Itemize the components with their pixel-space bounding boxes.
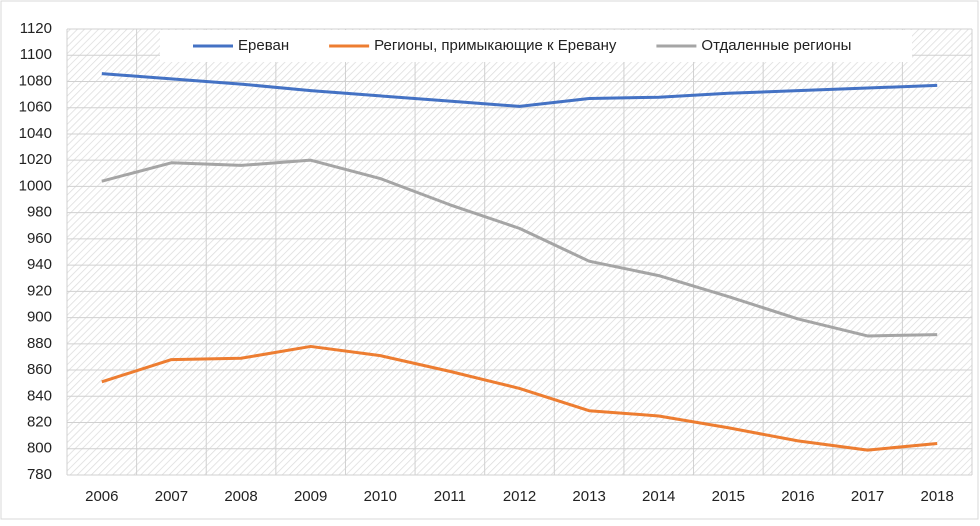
legend-label: Отдаленные регионы bbox=[701, 37, 851, 54]
y-tick-label: 1000 bbox=[19, 177, 52, 194]
x-tick-label: 2017 bbox=[851, 488, 884, 505]
y-tick-label: 960 bbox=[27, 230, 52, 247]
x-tick-label: 2007 bbox=[155, 488, 188, 505]
x-tick-label: 2014 bbox=[642, 488, 675, 505]
legend-label: Ереван bbox=[238, 37, 289, 54]
y-tick-label: 1040 bbox=[19, 125, 52, 142]
y-tick-label: 860 bbox=[27, 361, 52, 378]
y-tick-label: 1080 bbox=[19, 72, 52, 89]
y-tick-label: 1120 bbox=[20, 20, 52, 37]
x-tick-label: 2006 bbox=[85, 488, 118, 505]
x-tick-label: 2012 bbox=[503, 488, 536, 505]
x-tick-label: 2011 bbox=[434, 488, 466, 505]
y-tick-label: 820 bbox=[27, 413, 52, 430]
y-tick-label: 880 bbox=[27, 335, 52, 352]
y-tick-label: 840 bbox=[27, 387, 52, 404]
x-tick-label: 2015 bbox=[712, 488, 745, 505]
x-tick-label: 2010 bbox=[364, 488, 397, 505]
x-tick-label: 2018 bbox=[921, 488, 954, 505]
y-tick-label: 1100 bbox=[20, 46, 52, 63]
legend-label: Регионы, примыкающие к Еревану bbox=[374, 37, 617, 54]
y-tick-label: 1060 bbox=[19, 99, 52, 116]
series-line bbox=[101, 158, 938, 338]
series-line bbox=[101, 72, 938, 108]
y-tick-label: 940 bbox=[27, 256, 52, 273]
y-tick-label: 900 bbox=[27, 309, 52, 326]
y-tick-label: 800 bbox=[27, 440, 52, 457]
x-tick-label: 2009 bbox=[294, 488, 327, 505]
x-tick-label: 2008 bbox=[224, 488, 257, 505]
legend-box bbox=[160, 30, 912, 62]
x-tick-label: 2016 bbox=[781, 488, 814, 505]
y-tick-label: 1020 bbox=[19, 151, 52, 168]
plot-area bbox=[67, 29, 972, 475]
series-line bbox=[101, 344, 938, 452]
y-tick-label: 780 bbox=[27, 466, 52, 483]
x-tick-label: 2013 bbox=[572, 488, 605, 505]
y-tick-label: 920 bbox=[27, 282, 52, 299]
y-tick-label: 980 bbox=[27, 204, 52, 221]
